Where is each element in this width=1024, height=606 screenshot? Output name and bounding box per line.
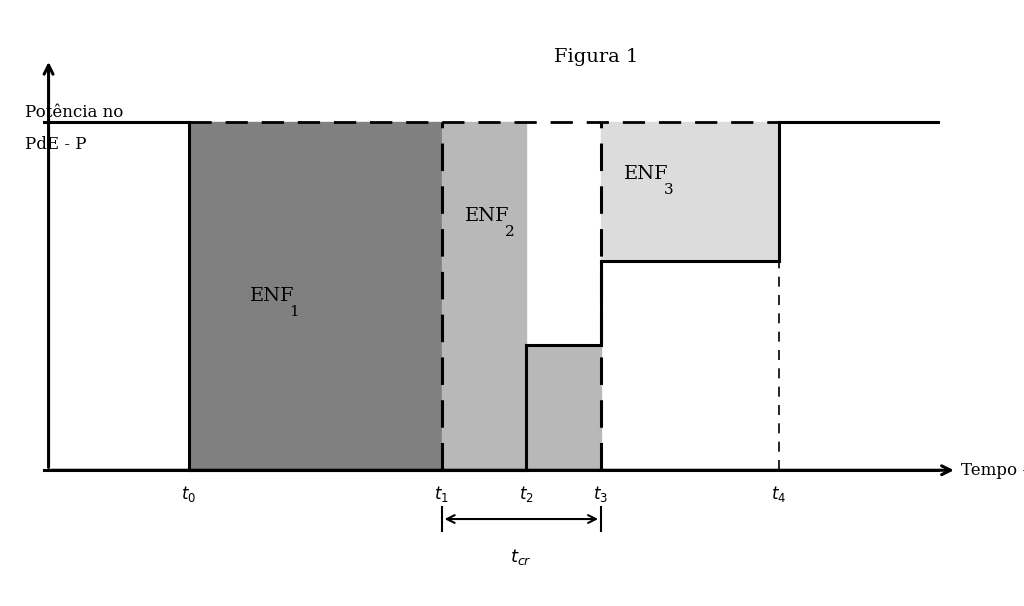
Text: $t_1$: $t_1$ bbox=[434, 484, 450, 504]
Text: 3: 3 bbox=[664, 183, 674, 197]
Text: 1: 1 bbox=[289, 305, 299, 319]
Text: ENF: ENF bbox=[625, 165, 669, 183]
Text: PdE - P: PdE - P bbox=[26, 136, 87, 153]
Text: $t_0$: $t_0$ bbox=[181, 484, 197, 504]
Polygon shape bbox=[441, 122, 601, 470]
Text: ENF: ENF bbox=[250, 287, 295, 305]
Text: ENF: ENF bbox=[465, 207, 510, 225]
Text: 2: 2 bbox=[505, 225, 514, 239]
Text: Potência no: Potência no bbox=[26, 104, 124, 121]
Text: $t_{cr}$: $t_{cr}$ bbox=[510, 547, 532, 567]
Text: $t_2$: $t_2$ bbox=[519, 484, 534, 504]
Text: Tempo - t: Tempo - t bbox=[962, 462, 1024, 479]
Text: $t_4$: $t_4$ bbox=[771, 484, 786, 504]
Text: Figura 1: Figura 1 bbox=[554, 48, 638, 66]
Text: $t_3$: $t_3$ bbox=[594, 484, 608, 504]
